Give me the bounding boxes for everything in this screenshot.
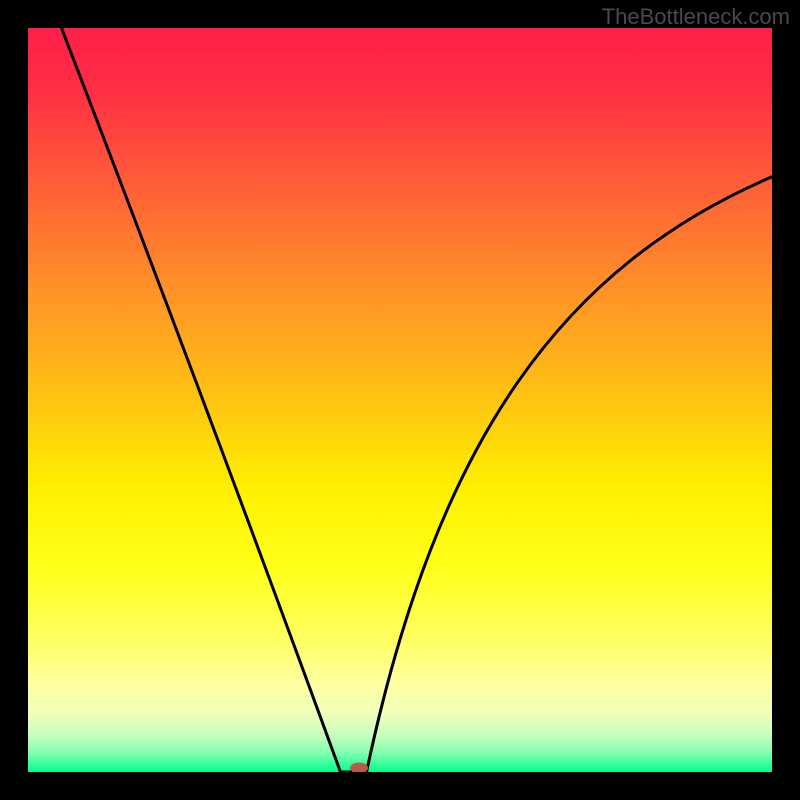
gradient-background [28, 28, 772, 772]
optimum-marker [350, 763, 368, 772]
watermark-label: TheBottleneck.com [602, 4, 790, 30]
plot-area [28, 28, 772, 772]
